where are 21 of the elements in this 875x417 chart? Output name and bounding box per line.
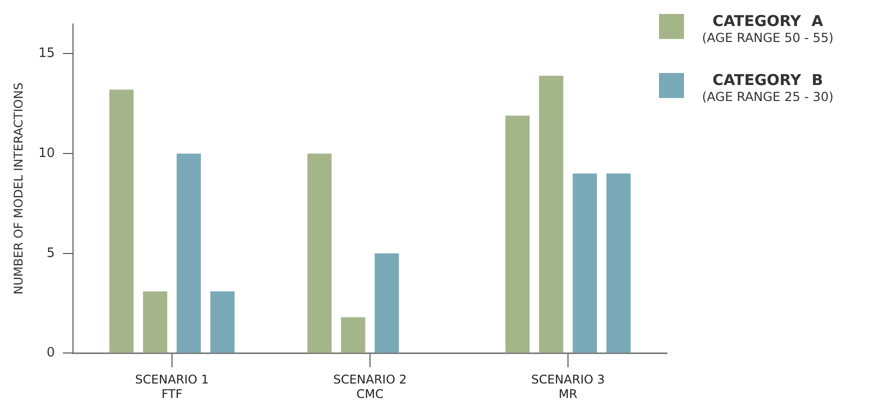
y-tick-label: 10 <box>38 146 55 161</box>
bar <box>505 116 530 353</box>
bar <box>307 154 332 353</box>
y-tick-label: 15 <box>38 46 55 62</box>
bar <box>210 291 235 353</box>
bar <box>539 76 564 353</box>
bar <box>606 174 631 353</box>
bar <box>341 317 366 353</box>
bar <box>143 291 168 353</box>
legend-label: CATEGORY A (AGE RANGE 50 - 55) <box>702 12 834 45</box>
bar <box>176 154 201 353</box>
bar <box>109 90 134 353</box>
bar <box>572 174 597 353</box>
bar <box>374 253 399 353</box>
y-tick-label: 0 <box>46 346 55 361</box>
y-axis-title: NUMBER OF MODEL INTERACTIONS <box>11 82 26 294</box>
legend-label: CATEGORY B (AGE RANGE 25 - 30) <box>702 71 834 104</box>
x-tick-label: SCENARIO 3 MR <box>531 372 605 401</box>
x-tick-label: SCENARIO 2 CMC <box>333 372 407 401</box>
y-tick-label: 5 <box>46 246 55 261</box>
x-tick-label: SCENARIO 1 FTF <box>135 372 209 401</box>
